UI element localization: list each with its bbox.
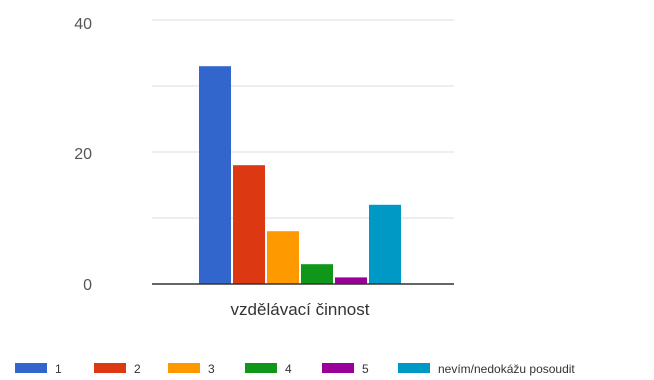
legend-label: 3 [208, 362, 215, 376]
y-axis-ticks: 0 20 40 [74, 16, 92, 294]
bar-series-6 [369, 204, 401, 284]
bars [199, 66, 401, 284]
legend-label: 4 [285, 362, 292, 376]
bar-series-4 [301, 264, 333, 284]
legend-label: 5 [362, 362, 369, 376]
y-tick-label: 0 [83, 277, 92, 294]
legend-swatch [94, 363, 126, 373]
legend-swatch [15, 363, 47, 373]
bar-series-3 [267, 231, 299, 284]
legend-swatch [245, 363, 277, 373]
legend-label: 1 [55, 362, 62, 376]
bar-series-5 [335, 277, 367, 284]
legend: 1 2 3 4 5 nevím/nedokážu posoudit [15, 362, 575, 376]
category-label: vzdělávací činnost [231, 300, 370, 319]
y-tick-label: 40 [74, 16, 92, 33]
legend-swatch [398, 363, 430, 373]
bar-series-1 [199, 66, 231, 284]
legend-swatch [322, 363, 354, 373]
legend-swatch [168, 363, 200, 373]
gridlines [152, 19, 454, 219]
y-tick-label: 20 [74, 146, 92, 163]
legend-label: 2 [134, 362, 141, 376]
legend-label: nevím/nedokážu posoudit [438, 362, 575, 376]
bar-series-2 [233, 165, 265, 284]
